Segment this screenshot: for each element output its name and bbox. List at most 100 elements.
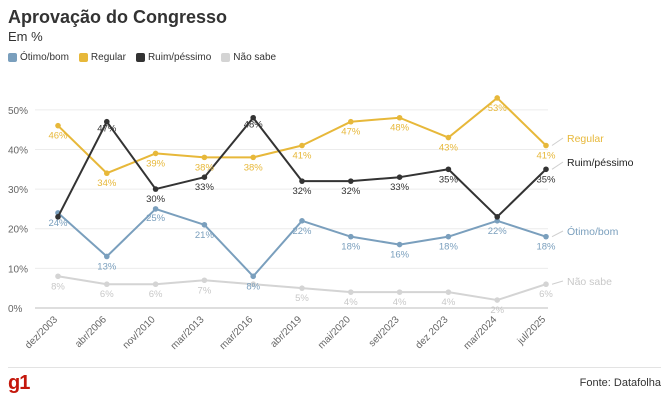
data-point [348,233,354,240]
data-label: 6% [100,289,114,300]
footer-divider [8,367,661,368]
x-tick-label: mar/2024 [462,314,500,352]
data-label: 30% [146,194,166,205]
data-point [299,285,305,291]
data-point [396,174,403,180]
data-label: 22% [488,226,508,237]
data-label: 22% [292,226,312,237]
data-point [201,174,208,180]
data-point [543,233,549,240]
data-label: 47% [341,127,361,138]
data-label: 21% [195,230,215,241]
data-label: 35% [536,174,556,185]
data-point [201,221,208,228]
x-tick-label: jul/2025 [515,314,549,348]
data-label: 8% [246,281,260,292]
x-tick-label: mar/2016 [218,314,256,352]
legend-item-ruim-pessimo[interactable]: Ruim/péssimo [135,52,212,63]
source-text: Fonte: Datafolha [579,377,661,389]
data-point [299,218,305,224]
data-point [396,241,403,248]
data-label: 35% [439,174,459,185]
data-point [348,118,354,125]
data-point [104,281,110,288]
data-label: 53% [488,103,508,114]
legend-item-nao-sabe[interactable]: Não sabe [221,52,276,63]
data-label: 4% [442,297,456,308]
data-point [152,206,159,212]
data-point [445,289,452,295]
data-point [445,134,452,141]
data-point [250,273,256,280]
data-label: 16% [390,250,410,261]
legend-item-otimo-bom[interactable]: Ótimo/bom [8,52,69,63]
data-point [494,218,501,224]
chart-subtitle: Em % [8,29,43,44]
x-tick-label: set/2023 [367,314,402,349]
chart-title: Aprovação do Congresso [8,7,228,27]
data-label: 18% [536,242,556,253]
series-line [57,96,547,175]
data-point [494,95,501,101]
data-point [152,281,159,288]
data-point [250,154,256,161]
data-point [348,289,354,295]
data-point [396,114,403,121]
line-chart: 0% 10% 20% 30% 40% 50% dez/2003 abr/2006 nov/201… [8,95,634,352]
x-tick-label: dez/2003 [23,314,60,351]
data-label: 4% [344,297,358,308]
data-point [104,170,110,177]
g1-logo: g1 [8,372,30,394]
series-end-label: Ótimo/bom [567,225,619,238]
data-label: 13% [97,261,117,272]
data-label: 7% [198,285,212,296]
data-point [250,114,256,121]
data-point [348,178,354,184]
data-label: 43% [439,143,459,154]
data-label: 8% [51,281,65,292]
data-label: 38% [195,162,215,173]
data-label: 48% [244,120,264,131]
legend-label-nao-sabe: Não sabe [233,52,277,63]
data-point [201,277,208,284]
data-point [55,273,61,280]
data-point [445,233,452,240]
x-tick-label: abr/2006 [73,314,109,350]
end-label-connector [551,230,564,238]
data-point [494,297,501,303]
data-label: 34% [97,178,117,189]
x-tick-label: mai/2020 [316,314,353,351]
series-end-label: Regular [567,133,604,145]
data-label: 2% [490,305,504,316]
legend-item-regular[interactable]: Regular [78,52,126,63]
data-point [55,214,61,220]
data-point [152,186,159,192]
legend-swatch-nao-sabe [221,53,231,62]
legend-swatch-otimo-bom [8,53,17,62]
data-point [104,118,110,125]
data-label: 6% [539,289,553,300]
legend-swatch-ruim-pessimo [135,53,145,62]
data-point [201,154,208,161]
data-point [543,166,549,173]
data-label: 39% [146,158,166,169]
x-tick-label: mar/2013 [169,314,207,352]
data-label: 6% [149,289,163,300]
x-tick-label: abr/2019 [268,314,304,350]
end-label-connector [551,280,564,285]
data-label: 47% [97,124,117,135]
legend-label-ruim-pessimo: Ruim/péssimo [147,52,212,63]
data-label: 33% [390,182,410,193]
data-label: 33% [195,182,215,193]
data-label: 18% [341,242,361,253]
data-label: 46% [48,131,68,142]
series-end-label: Ruim/péssimo [567,157,634,169]
end-label-connector [551,137,564,146]
data-label: 32% [341,186,361,197]
data-point [445,166,452,173]
y-tick-label: 30% [8,185,28,196]
legend-label-otimo-bom: Ótimo/bom [20,52,69,63]
data-label: 4% [393,297,407,308]
data-label: 38% [244,162,264,173]
data-point [250,281,256,288]
